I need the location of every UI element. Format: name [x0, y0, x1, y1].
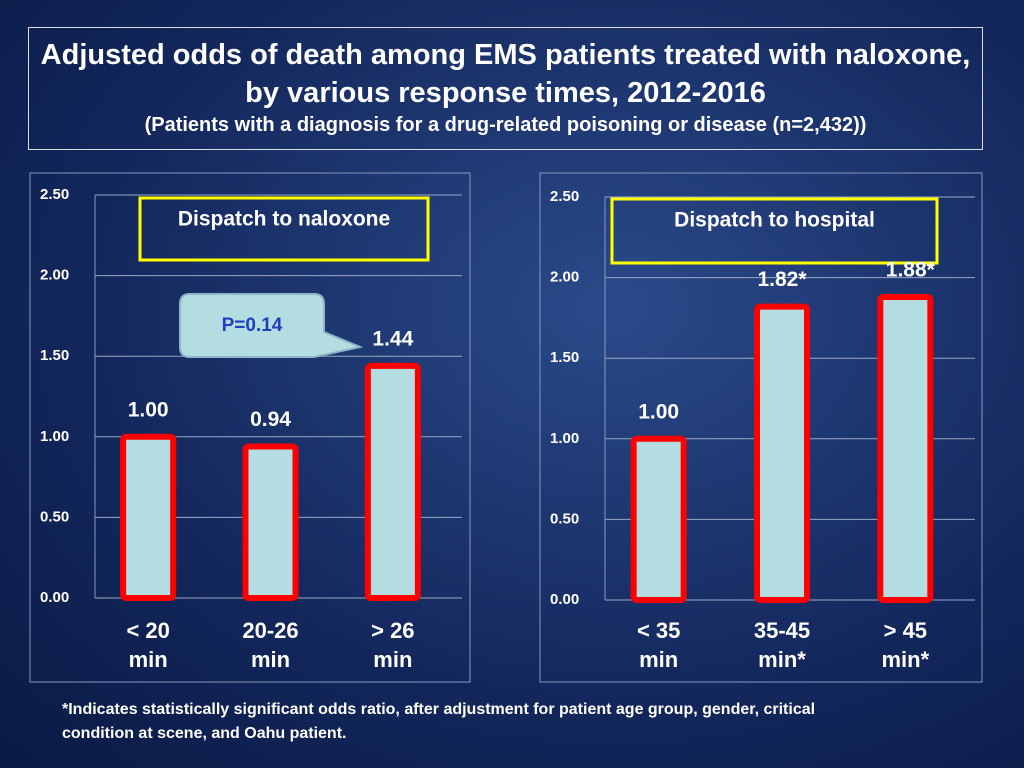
slide-title: Adjusted odds of death among EMS patient… — [40, 39, 971, 109]
bar — [242, 443, 299, 601]
legend-box — [138, 196, 430, 262]
value-label: 1.00 — [638, 400, 679, 423]
x-tick-label: < 35 min — [636, 618, 681, 672]
y-tick-label: 2.50 — [550, 188, 579, 205]
y-tick-label: 2.00 — [40, 267, 69, 284]
value-label: 1.00 — [128, 398, 169, 421]
slide-subtitle: (Patients with a diagnosis for a drug-re… — [144, 114, 867, 136]
y-tick-label: 0.50 — [40, 508, 69, 525]
value-label: 0.94 — [250, 408, 291, 431]
chart-panel — [29, 172, 471, 683]
chart-panel — [539, 172, 983, 683]
y-tick-label: 2.00 — [550, 269, 579, 286]
value-label: 1.88* — [886, 258, 936, 281]
callout-text: P=0.14 — [222, 315, 283, 336]
value-label: 1.82* — [757, 268, 807, 291]
title-box: Adjusted odds of death among EMS patient… — [28, 27, 983, 150]
x-tick-label: 35-45 min* — [753, 618, 811, 672]
y-tick-label: 0.00 — [550, 591, 579, 608]
bar — [364, 362, 421, 602]
y-tick-label: 1.50 — [550, 349, 579, 366]
x-tick-label: < 20 min — [126, 618, 170, 672]
y-tick-label: 2.50 — [40, 186, 69, 203]
y-tick-label: 1.50 — [40, 347, 69, 364]
legend-box — [610, 197, 939, 265]
y-tick-label: 1.00 — [550, 430, 579, 447]
bar — [877, 293, 934, 603]
chart-title: Dispatch to naloxone — [178, 208, 390, 231]
y-tick-label: 0.50 — [550, 510, 579, 527]
chart-title: Dispatch to hospital — [674, 209, 875, 232]
y-tick-label: 1.00 — [40, 428, 69, 445]
bar — [120, 433, 177, 601]
bar — [754, 303, 810, 603]
y-tick-label: 0.00 — [40, 589, 69, 606]
footnote: *Indicates statistically significant odd… — [62, 701, 816, 742]
bar — [630, 435, 687, 603]
value-label: 1.44 — [372, 327, 413, 350]
x-tick-label: > 45 min* — [881, 618, 930, 672]
x-tick-label: 20-26 min — [242, 618, 299, 672]
x-tick-label: > 26 min — [371, 618, 415, 672]
callout-box — [179, 293, 364, 358]
